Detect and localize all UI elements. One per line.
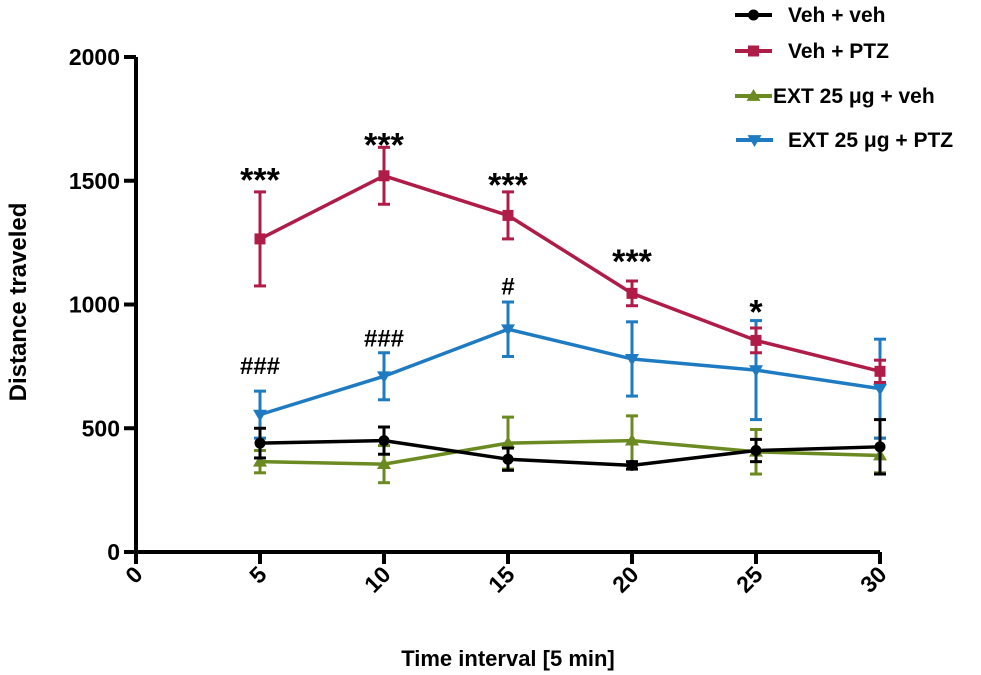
data-point xyxy=(377,371,391,384)
legend-swatch-marker xyxy=(747,135,762,147)
series-line xyxy=(259,174,881,374)
x-tick-label: 5 xyxy=(244,561,272,589)
x-tick-label: 0 xyxy=(120,561,147,588)
y-tick-label: 2000 xyxy=(69,44,120,70)
data-point xyxy=(874,441,886,453)
legend-label: EXT 25 μg + PTZ xyxy=(788,129,953,152)
data-point xyxy=(874,365,886,377)
data-point xyxy=(873,383,887,396)
data-point xyxy=(253,454,267,467)
data-point xyxy=(625,354,639,366)
y-tick-label: 1000 xyxy=(69,292,120,318)
series-line xyxy=(259,327,881,417)
legend-swatch-marker xyxy=(746,89,761,101)
legend-item: EXT 25 μg + veh xyxy=(735,85,935,108)
x-tick-label: 30 xyxy=(855,561,891,597)
legend-swatch-marker xyxy=(748,45,759,57)
legend-item: Veh + PTZ xyxy=(735,40,889,63)
data-point xyxy=(378,170,390,182)
data-point xyxy=(750,334,762,346)
data-point xyxy=(501,324,515,337)
data-point xyxy=(501,436,515,448)
annotation-label: *** xyxy=(488,166,528,204)
x-tick-label: 25 xyxy=(731,561,768,598)
annotation-label: *** xyxy=(364,127,404,165)
data-point xyxy=(625,433,639,446)
data-point xyxy=(749,365,763,378)
legend-label: Veh + PTZ xyxy=(788,40,889,63)
x-tick-label: 15 xyxy=(483,561,520,598)
annotation-label: *** xyxy=(612,243,652,281)
data-point xyxy=(254,233,266,245)
series-1 xyxy=(254,145,886,384)
legend-label: Veh + veh xyxy=(788,4,885,27)
data-point xyxy=(377,457,391,470)
data-point xyxy=(254,437,266,449)
series-3 xyxy=(253,300,887,440)
annotation-label: ### xyxy=(364,326,404,353)
annotation-label: # xyxy=(501,274,514,301)
annotation-label: ### xyxy=(240,353,280,380)
annotation-label: *** xyxy=(240,161,280,199)
x-axis-label: Time interval [5 min] xyxy=(401,646,615,671)
y-axis-ticks: 0 500 1000 1500 2000 xyxy=(69,44,136,565)
series-line xyxy=(259,438,881,466)
legend-swatch-marker xyxy=(748,9,759,21)
data-point xyxy=(626,459,638,471)
data-point xyxy=(378,435,390,447)
x-tick-label: 10 xyxy=(359,561,395,597)
y-tick-label: 0 xyxy=(107,539,120,565)
y-tick-label: 1500 xyxy=(69,168,120,194)
x-axis-ticks: 0 5 10 15 20 25 30 xyxy=(120,552,892,598)
y-axis-label: Distance traveled xyxy=(5,203,32,402)
annotation-label: * xyxy=(749,294,763,332)
data-point xyxy=(750,445,762,457)
data-point xyxy=(502,209,514,221)
legend: Veh + veh Veh + PTZ EXT 25 μg + veh EXT 25 … xyxy=(735,4,953,152)
x-tick-label: 20 xyxy=(607,561,643,597)
data-point xyxy=(626,287,638,299)
series-line xyxy=(259,438,881,468)
data-point xyxy=(253,409,267,422)
y-tick-label: 500 xyxy=(82,415,120,441)
series-layer xyxy=(253,145,887,485)
legend-item: EXT 25 μg + PTZ xyxy=(736,129,953,152)
series-0 xyxy=(254,418,886,476)
axes: 0 500 1000 1500 2000 0 5 10 15 20 25 30 xyxy=(69,44,892,598)
legend-label: EXT 25 μg + veh xyxy=(773,85,935,108)
legend-item: Veh + veh xyxy=(735,4,885,27)
significance-annotations: *************####### xyxy=(240,127,763,380)
data-point xyxy=(502,453,514,465)
